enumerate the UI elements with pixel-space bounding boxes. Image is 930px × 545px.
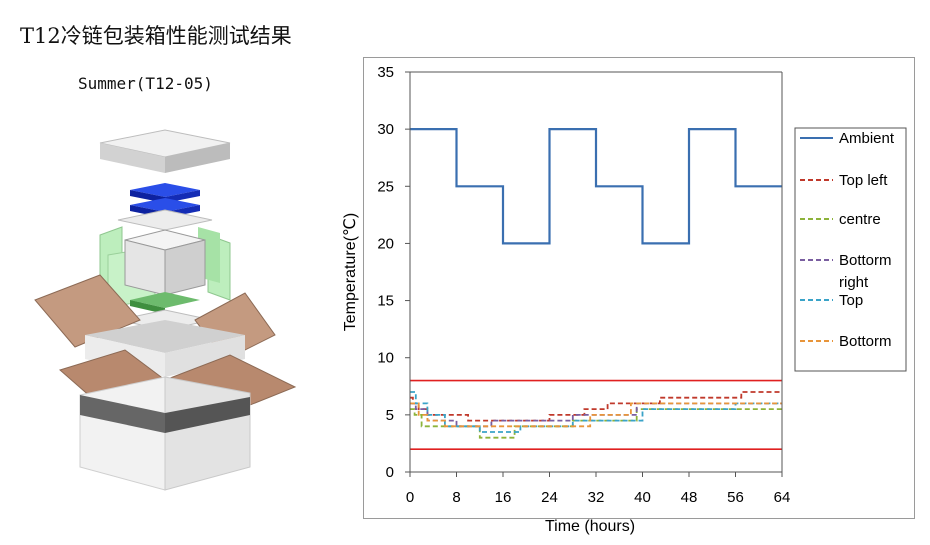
x-tick-label: 64 bbox=[774, 489, 791, 506]
legend-label: Top left bbox=[839, 172, 888, 189]
series-line-ambient bbox=[410, 128, 782, 245]
x-axis-label: Time (hours) bbox=[545, 518, 635, 535]
y-tick-label: 20 bbox=[377, 235, 394, 252]
x-tick-label: 40 bbox=[634, 489, 651, 506]
y-tick-label: 0 bbox=[386, 464, 394, 481]
x-tick-label: 56 bbox=[727, 489, 744, 506]
x-tick-label: 24 bbox=[541, 489, 558, 506]
y-tick-label: 5 bbox=[386, 407, 394, 424]
series-line-bottorm bbox=[410, 402, 782, 428]
lid-panel bbox=[99, 129, 231, 173]
series-line-top bbox=[410, 391, 782, 433]
y-tick-label: 15 bbox=[377, 293, 394, 310]
y-tick-label: 35 bbox=[377, 64, 394, 81]
y-tick-label: 10 bbox=[377, 350, 394, 367]
chart-subtitle: Summer(T12-05) bbox=[78, 74, 213, 93]
x-tick-label: 32 bbox=[588, 489, 605, 506]
x-tick-label: 48 bbox=[681, 489, 698, 506]
legend-label: centre bbox=[839, 211, 881, 228]
legend-label: Top bbox=[839, 292, 863, 309]
page-title: T12冷链包装箱性能测试结果 bbox=[20, 24, 292, 48]
top-ice-packs bbox=[130, 183, 200, 218]
x-tick-label: 8 bbox=[452, 489, 460, 506]
y-tick-label: 30 bbox=[377, 121, 394, 138]
x-tick-label: 0 bbox=[406, 489, 414, 506]
legend-label-continued: right bbox=[839, 274, 869, 291]
series-line-centre bbox=[410, 408, 782, 439]
y-tick-label: 25 bbox=[377, 178, 394, 195]
x-tick-label: 16 bbox=[495, 489, 512, 506]
y-axis-label: Temperature(℃) bbox=[342, 213, 359, 331]
cardboard-box bbox=[34, 274, 297, 491]
packaging-box-illustration bbox=[34, 129, 297, 491]
legend-box bbox=[794, 127, 907, 372]
legend-label: Bottorm bbox=[839, 333, 892, 350]
legend-label: Ambient bbox=[839, 130, 895, 147]
legend-label: Bottorm bbox=[839, 252, 892, 269]
inner-cube bbox=[124, 229, 206, 296]
series-line-top-left bbox=[410, 391, 782, 422]
